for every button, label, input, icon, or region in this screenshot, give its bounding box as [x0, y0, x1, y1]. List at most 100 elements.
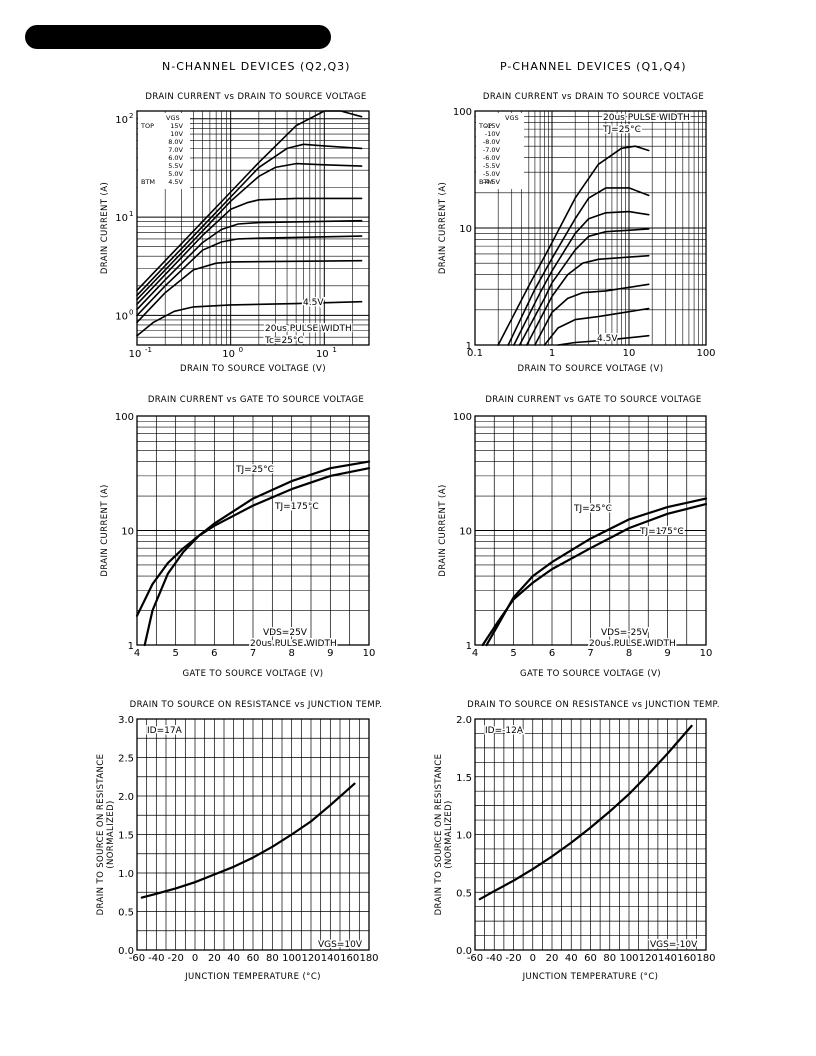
n-rdson-ylabel: DRAIN TO SOURCE ON RESISTANCE: [96, 754, 106, 916]
x-tick-label: -60: [129, 953, 145, 964]
legend-bg: [138, 113, 190, 189]
p-transfer-title: DRAIN CURRENT vs GATE TO SOURCE VOLTAGE: [485, 395, 701, 405]
p-output-annotation: 20us PULSE WIDTH: [603, 113, 690, 123]
p-output-series-2: [513, 210, 650, 346]
p-output-series-1: [507, 187, 650, 346]
x-tick-label: -20: [505, 953, 521, 964]
n-output-xlabel: DRAIN TO SOURCE VOLTAGE (V): [180, 364, 326, 374]
x-tick-label: 0: [530, 953, 536, 964]
y-tick-exponent: 2: [129, 112, 133, 120]
x-tick-label: -60: [467, 953, 483, 964]
x-tick-label: 180: [359, 953, 378, 964]
x-tick-label: 160: [340, 953, 359, 964]
n-rdson-title: DRAIN TO SOURCE ON RESISTANCE vs JUNCTIO…: [130, 700, 383, 710]
x-tick-label: 8: [626, 648, 632, 659]
p-rdson-series-0: [478, 724, 693, 901]
p-output-annotation: 4.5V: [597, 334, 618, 344]
legend-entry: -4.5V: [483, 178, 501, 186]
n-output-annotation: 20us PULSE WIDTH: [265, 324, 352, 334]
x-tick-label: 10: [700, 648, 713, 659]
x-tick-label: 10: [129, 349, 142, 360]
y-tick-label: 0.5: [118, 908, 134, 919]
n-rdson-xlabel: JUNCTION TEMPERATURE (°C): [184, 972, 321, 982]
x-tick-label: 10: [222, 349, 235, 360]
p-transfer-annotation: TJ=25°C: [573, 504, 612, 514]
p-output-series-3: [518, 228, 650, 346]
n-output-annotation: 4.5V: [303, 298, 324, 308]
y-tick-label: 2.0: [456, 715, 472, 726]
x-tick-label: 1: [549, 348, 555, 359]
x-tick-label: 20: [546, 953, 559, 964]
n-output-series-1: [136, 143, 363, 297]
x-tick-label: 100: [696, 348, 715, 359]
legend-entry: -5.0V: [483, 170, 501, 178]
n-output-ylabel: DRAIN CURRENT (A): [100, 182, 110, 274]
legend-entry: 5.5V: [168, 162, 183, 170]
n-rdson-series-0: [140, 782, 356, 899]
n-rdson-chart: DRAIN TO SOURCE ON RESISTANCE vs JUNCTIO…: [96, 700, 382, 982]
p-rdson-chart: DRAIN TO SOURCE ON RESISTANCE vs JUNCTIO…: [434, 700, 719, 982]
p-channel-title: P-CHANNEL DEVICES (Q1,Q4): [500, 60, 687, 73]
x-tick-label: 140: [321, 953, 340, 964]
p-transfer-series-1: [481, 503, 708, 647]
x-tick-label: 7: [250, 648, 256, 659]
x-tick-label: 80: [603, 953, 616, 964]
x-tick-label: 9: [664, 648, 670, 659]
n-output-series-7: [136, 300, 363, 337]
x-tick-label: 10: [363, 648, 376, 659]
legend-entry: -7.0V: [483, 146, 501, 154]
y-tick-label: 100: [115, 412, 134, 423]
y-tick-label: 10: [115, 311, 128, 322]
n-output-series-6: [136, 259, 363, 324]
legend-bg: [476, 113, 524, 189]
y-tick-label: 10: [121, 527, 134, 538]
p-transfer-frame: [474, 415, 707, 646]
x-tick-label: 160: [677, 953, 696, 964]
n-output-series-0: [136, 110, 363, 292]
legend-entry: 8.0V: [168, 138, 183, 146]
n-rdson-ylabel-2: (NORMALIZED): [106, 800, 116, 869]
n-output-series-5: [136, 235, 363, 317]
p-rdson-xlabel: JUNCTION TEMPERATURE (°C): [522, 972, 659, 982]
y-tick-label: 1.5: [456, 773, 472, 784]
y-tick-label: 100: [453, 412, 472, 423]
y-tick-label: 0.0: [118, 946, 134, 957]
legend-entry: 6.0V: [168, 154, 183, 162]
p-transfer-annotation: TJ=175°C: [639, 527, 684, 537]
n-rdson-annotation: ID=17A: [147, 726, 183, 736]
y-tick-exponent: 1: [129, 210, 133, 218]
n-output-series-4: [136, 219, 363, 311]
header-banner: [25, 25, 331, 49]
p-transfer-xlabel: GATE TO SOURCE VOLTAGE (V): [520, 669, 661, 679]
x-tick-label: 5: [172, 648, 178, 659]
p-output-series-5: [534, 283, 650, 346]
n-rdson-grid: [136, 718, 370, 951]
p-transfer-chart: DRAIN CURRENT vs GATE TO SOURCE VOLTAGE G…: [438, 395, 712, 679]
x-tick-label: 0.1: [467, 348, 483, 359]
n-transfer-title: DRAIN CURRENT vs GATE TO SOURCE VOLTAGE: [148, 395, 364, 405]
n-transfer-frame: [136, 415, 370, 646]
y-tick-label: 0.0: [456, 946, 472, 957]
legend-header: VGS: [166, 114, 180, 122]
legend-entry: -15V: [485, 122, 501, 130]
x-tick-label: 60: [584, 953, 597, 964]
p-output-annotation: TJ=25°C: [602, 125, 641, 135]
legend-top-label: TOP: [478, 122, 492, 130]
n-transfer-ylabel: DRAIN CURRENT (A): [100, 484, 110, 576]
y-tick-label: 0.5: [456, 888, 472, 899]
legend-top-label: TOP: [140, 122, 154, 130]
p-output-series-7: [557, 334, 650, 346]
legend-entry: 15V: [170, 122, 183, 130]
y-tick-label: 1: [128, 641, 134, 652]
n-transfer-series-1: [135, 467, 371, 617]
legend-bottom-label: BTM: [479, 178, 493, 186]
legend-header: VGS: [505, 114, 519, 122]
x-tick-exponent: 0: [239, 346, 243, 354]
x-tick-label: 10: [623, 348, 636, 359]
p-output-frame: [474, 110, 707, 346]
y-tick-exponent: 0: [129, 308, 133, 316]
x-tick-label: 40: [227, 953, 240, 964]
legend-entry: 4.5V: [168, 178, 183, 186]
x-tick-label: -20: [167, 953, 183, 964]
